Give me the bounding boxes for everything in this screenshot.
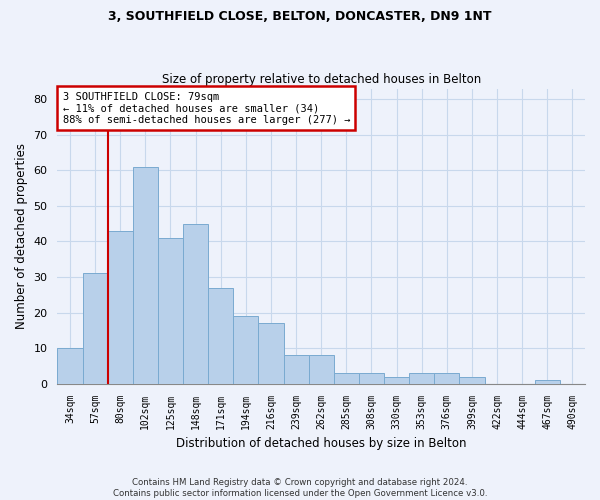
X-axis label: Distribution of detached houses by size in Belton: Distribution of detached houses by size … xyxy=(176,437,466,450)
Bar xyxy=(259,323,284,384)
Bar xyxy=(434,373,460,384)
Text: Contains HM Land Registry data © Crown copyright and database right 2024.
Contai: Contains HM Land Registry data © Crown c… xyxy=(113,478,487,498)
Bar xyxy=(233,316,259,384)
Y-axis label: Number of detached properties: Number of detached properties xyxy=(15,143,28,329)
Bar xyxy=(83,274,107,384)
Bar xyxy=(158,238,183,384)
Bar xyxy=(183,224,208,384)
Bar xyxy=(58,348,83,384)
Bar xyxy=(384,376,409,384)
Title: Size of property relative to detached houses in Belton: Size of property relative to detached ho… xyxy=(161,73,481,86)
Bar xyxy=(308,355,334,384)
Bar xyxy=(460,376,485,384)
Bar xyxy=(409,373,434,384)
Bar xyxy=(208,288,233,384)
Bar xyxy=(284,355,308,384)
Text: 3 SOUTHFIELD CLOSE: 79sqm
← 11% of detached houses are smaller (34)
88% of semi-: 3 SOUTHFIELD CLOSE: 79sqm ← 11% of detac… xyxy=(62,92,350,124)
Bar xyxy=(133,167,158,384)
Text: 3, SOUTHFIELD CLOSE, BELTON, DONCASTER, DN9 1NT: 3, SOUTHFIELD CLOSE, BELTON, DONCASTER, … xyxy=(108,10,492,23)
Bar xyxy=(359,373,384,384)
Bar xyxy=(107,231,133,384)
Bar xyxy=(334,373,359,384)
Bar xyxy=(535,380,560,384)
